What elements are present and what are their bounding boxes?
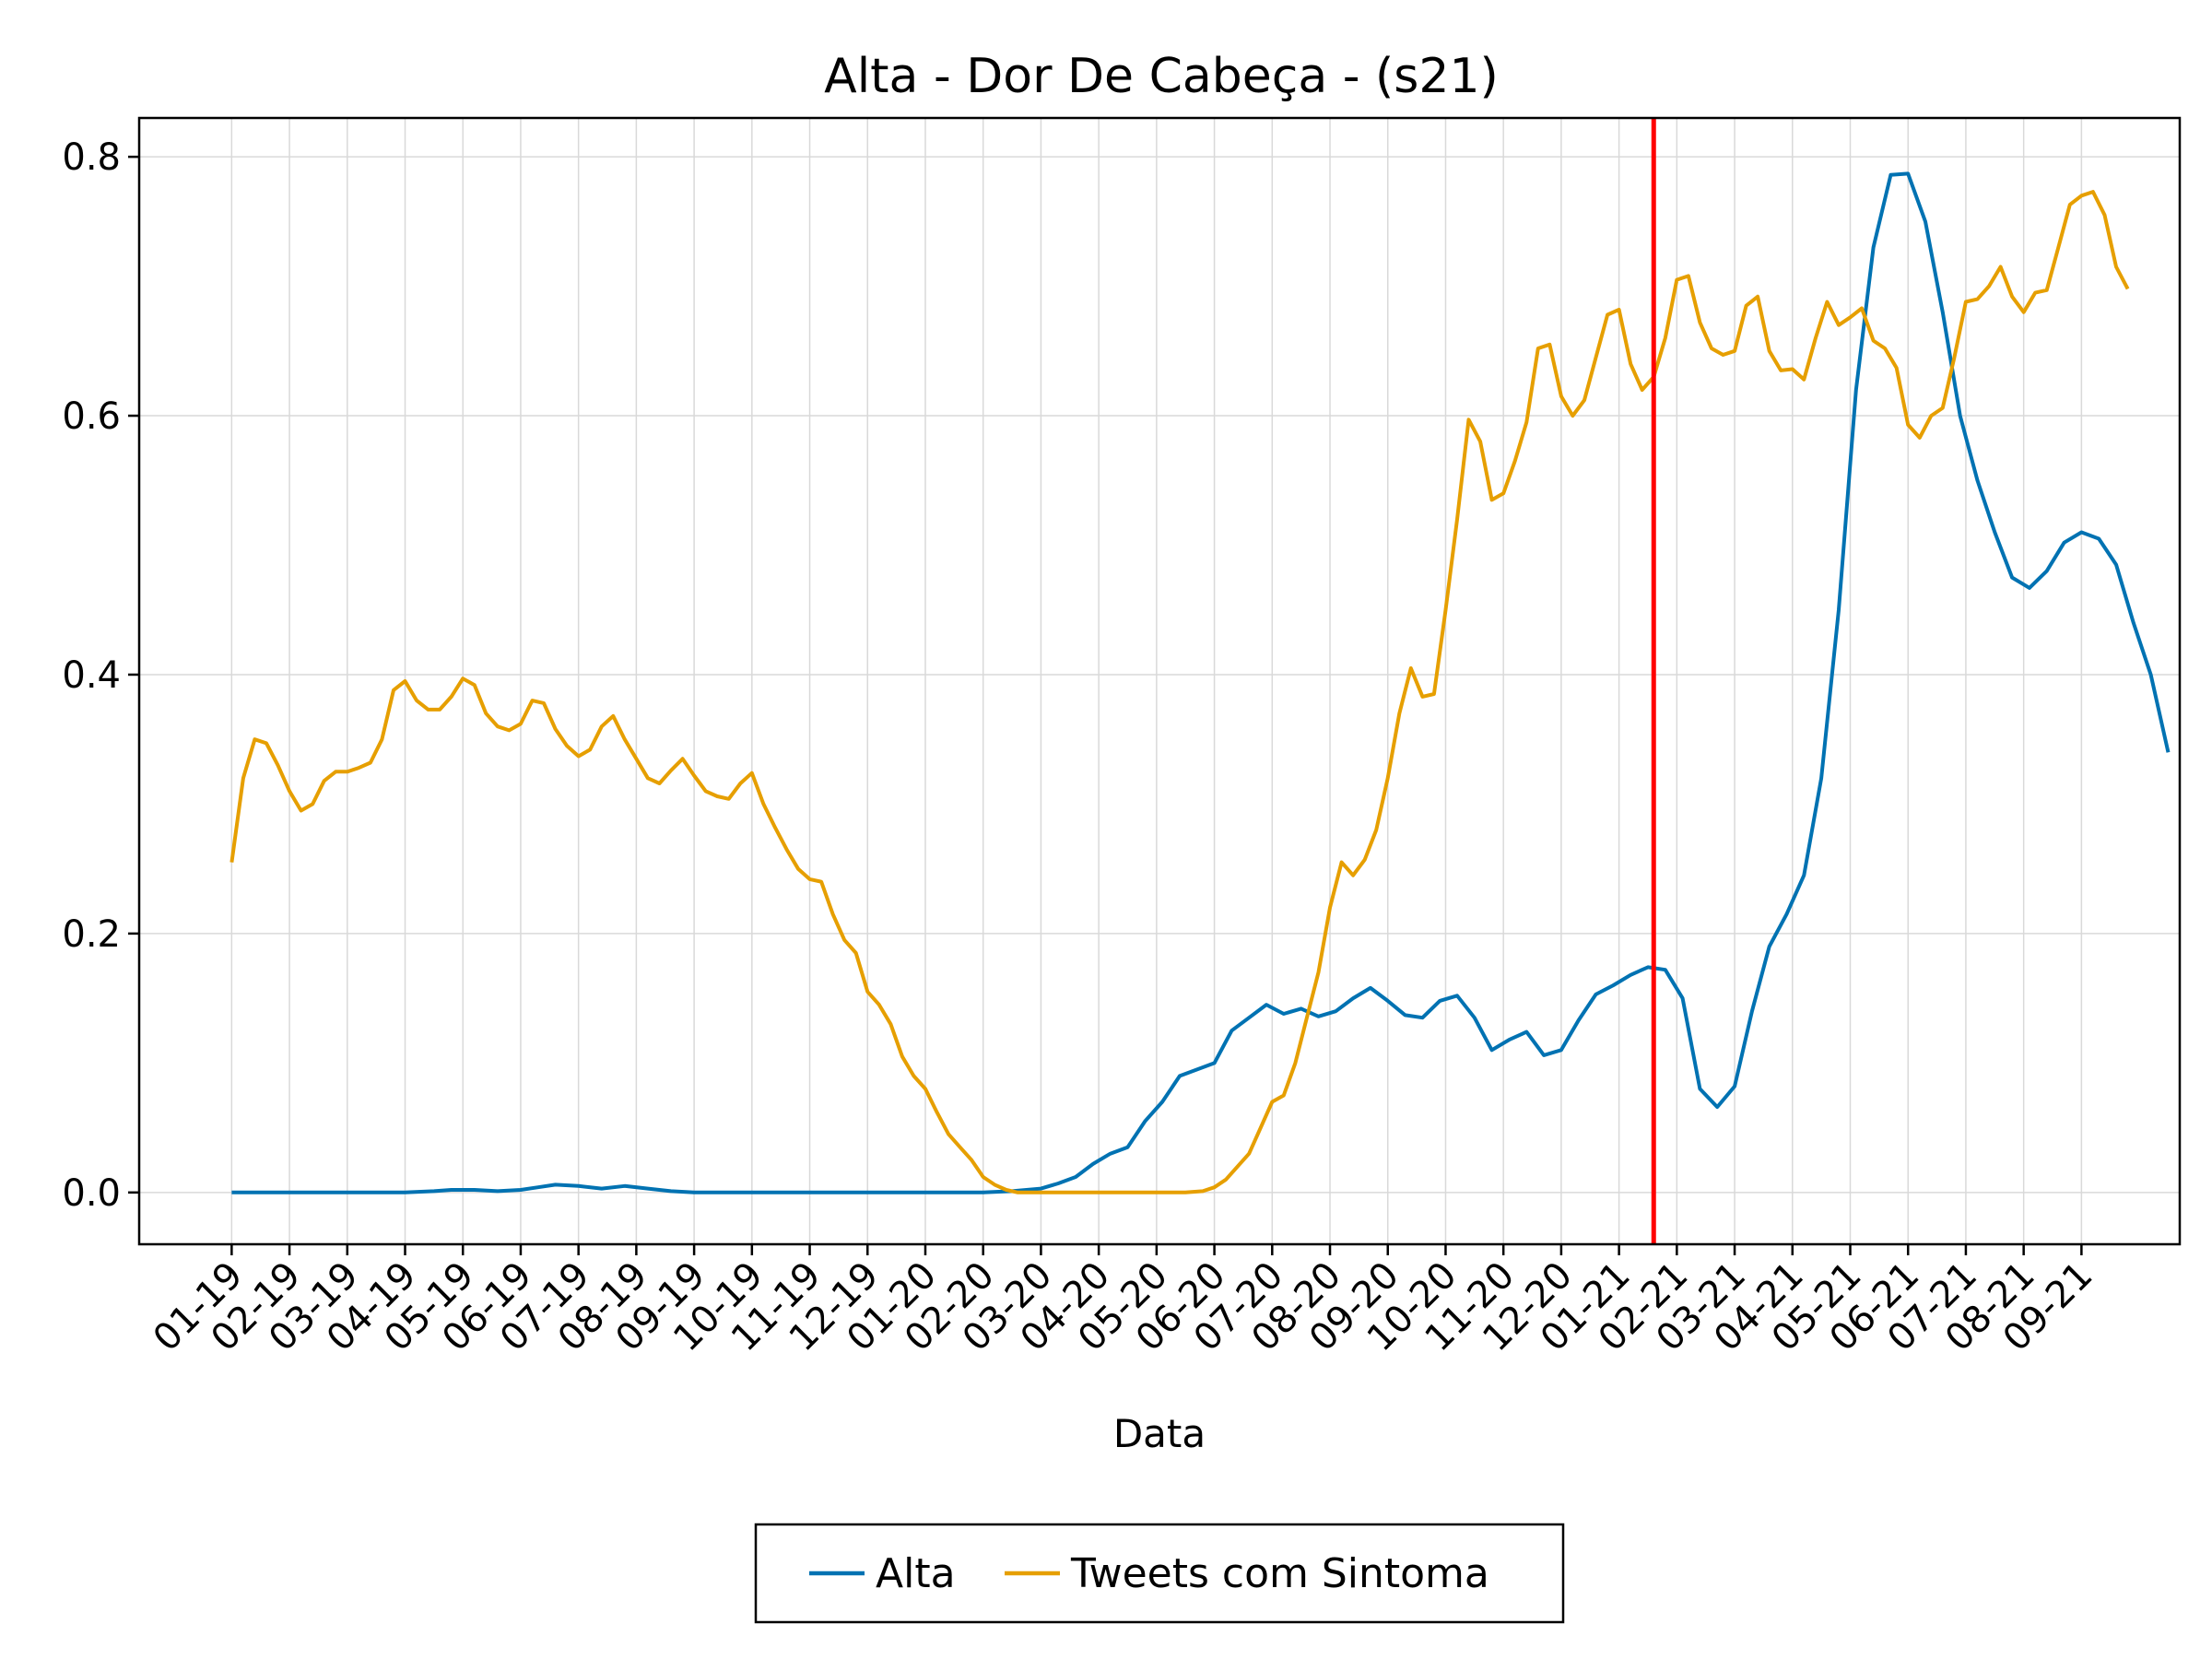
legend-label-alta: Alta (876, 1550, 956, 1597)
series-line-alta (231, 171, 2171, 1194)
chart-title: Alta - Dor De Cabeça - (s21) (824, 49, 1499, 104)
series-lines (229, 171, 2171, 1194)
legend-box (754, 1523, 1565, 1624)
y-axis-ticks: 0.0 0.2 0.4 0.6 0.8 (62, 136, 139, 1215)
y-tick-label: 0.6 (62, 395, 121, 438)
series-line-tweets-com-sintoma (229, 190, 2130, 1194)
x-axis-ticks: 01-1902-1903-1904-1905-1906-1907-1908-19… (146, 1244, 2100, 1359)
y-tick-label: 0.8 (62, 136, 121, 179)
y-tick-label: 0.2 (62, 913, 121, 956)
x-axis-label: Data (1113, 1411, 1206, 1456)
plot-area-frame (137, 116, 2182, 1246)
legend: Alta Tweets com Sintoma (754, 1523, 1565, 1624)
grid-lines (139, 118, 2180, 1244)
y-tick-label: 0.0 (62, 1172, 121, 1215)
legend-label-tweets-com-sintoma: Tweets com Sintoma (1070, 1550, 1489, 1597)
y-tick-label: 0.4 (62, 654, 121, 697)
